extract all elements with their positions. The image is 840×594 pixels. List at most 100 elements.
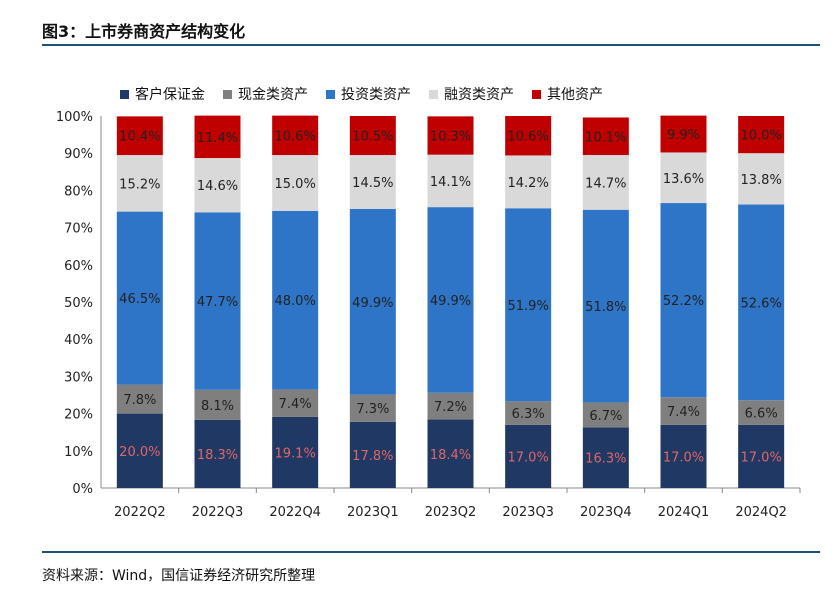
bar-segment [582,427,629,488]
bar-segment [660,424,707,488]
bar-segment [272,115,319,156]
bar-segment [272,155,319,211]
data-label: 18.4% [430,448,471,463]
data-label: 7.8% [123,393,156,408]
data-label: 8.1% [201,399,234,414]
bar-segment [582,402,629,428]
bar-segment [116,211,163,385]
bar-segment [272,389,319,417]
y-tick-label: 0% [72,482,93,497]
bar-segment [349,421,396,488]
bar-segment [660,397,707,425]
y-tick-label: 60% [64,259,93,274]
data-label: 9.9% [667,128,700,143]
legend-swatch [532,89,541,99]
legend-item: 其他资产 [532,84,603,104]
bar-segment [272,416,319,488]
bar-segment [505,424,552,488]
data-label: 18.3% [197,448,238,463]
source-note: 资料来源：Wind，国信证券经济研究所整理 [42,568,316,584]
bar-segment [427,419,474,488]
data-label: 6.6% [745,406,778,421]
bar-segment [116,384,163,414]
x-tick-label: 2022Q2 [114,505,166,520]
y-tick-label: 100% [56,110,93,125]
source-rule [42,551,820,553]
data-label: 51.9% [508,299,549,314]
y-tick-label: 20% [64,408,93,423]
y-tick-label: 10% [64,445,93,460]
y-tick-label: 90% [64,147,93,162]
data-label: 10.6% [275,129,316,144]
legend-item: 融资类资产 [429,84,514,104]
bar-segment [427,392,474,420]
y-tick-label: 80% [64,184,93,199]
chart-legend: 客户保证金 现金类资产 投资类资产 融资类资产 其他资产 [120,84,603,104]
data-label: 49.9% [430,294,471,309]
legend-item: 投资类资产 [326,84,411,104]
bar-segment [505,155,552,209]
bar-segment [505,116,552,156]
data-label: 10.6% [508,130,549,145]
data-label: 11.4% [197,131,238,146]
data-label: 10.0% [741,129,782,144]
x-tick-label: 2023Q4 [580,505,632,520]
legend-label: 投资类资产 [341,87,411,103]
x-tick-label: 2023Q3 [502,505,554,520]
bar-segment [738,204,785,401]
data-label: 14.5% [352,176,393,191]
bar-segment [194,389,241,420]
bar-segment [660,152,707,204]
data-label: 48.0% [275,294,316,309]
data-label: 10.4% [119,130,160,145]
data-label: 6.7% [589,409,622,424]
bar-segment [194,419,241,488]
bar-segment [349,155,396,209]
data-label: 46.5% [119,292,160,307]
x-tick-label: 2023Q2 [425,505,477,520]
bar-segment [427,116,474,155]
data-label: 7.3% [356,402,389,417]
data-label: 10.5% [352,130,393,145]
bar-segment [738,424,785,488]
bar-segment [194,115,241,159]
data-label: 7.4% [279,397,312,412]
bar-segment [582,209,629,403]
legend-label: 现金类资产 [238,87,308,103]
bar-segment [116,155,163,212]
data-label: 14.2% [508,176,549,191]
legend-item: 现金类资产 [223,84,308,104]
data-label: 6.3% [512,407,545,422]
data-label: 14.7% [585,176,626,191]
legend-label: 融资类资产 [444,87,514,103]
x-tick-label: 2024Q2 [735,505,787,520]
x-tick-label: 2023Q1 [347,505,399,520]
legend-swatch [429,89,438,99]
legend-item: 客户保证金 [120,84,205,104]
x-tick-label: 2022Q3 [192,505,244,520]
x-tick-label: 2022Q4 [269,505,321,520]
bar-segment [505,401,552,425]
data-label: 7.4% [667,405,700,420]
data-label: 16.3% [585,452,626,467]
y-tick-label: 30% [64,370,93,385]
bar-segment [116,413,163,488]
data-label: 51.8% [585,300,626,315]
y-tick-label: 50% [64,296,93,311]
data-label: 14.1% [430,175,471,190]
data-label: 49.9% [352,296,393,311]
legend-swatch [223,89,232,99]
bar-segment [660,115,707,153]
data-label: 17.0% [508,450,549,465]
data-label: 13.8% [741,173,782,188]
legend-label: 其他资产 [547,87,603,103]
data-label: 19.1% [275,446,316,461]
data-label: 20.0% [119,445,160,460]
bar-segment [738,400,785,425]
y-tick-label: 70% [64,222,93,237]
data-label: 17.8% [352,449,393,464]
bar-segment [582,117,629,156]
y-tick-label: 40% [64,333,93,348]
title-rule [42,44,820,46]
